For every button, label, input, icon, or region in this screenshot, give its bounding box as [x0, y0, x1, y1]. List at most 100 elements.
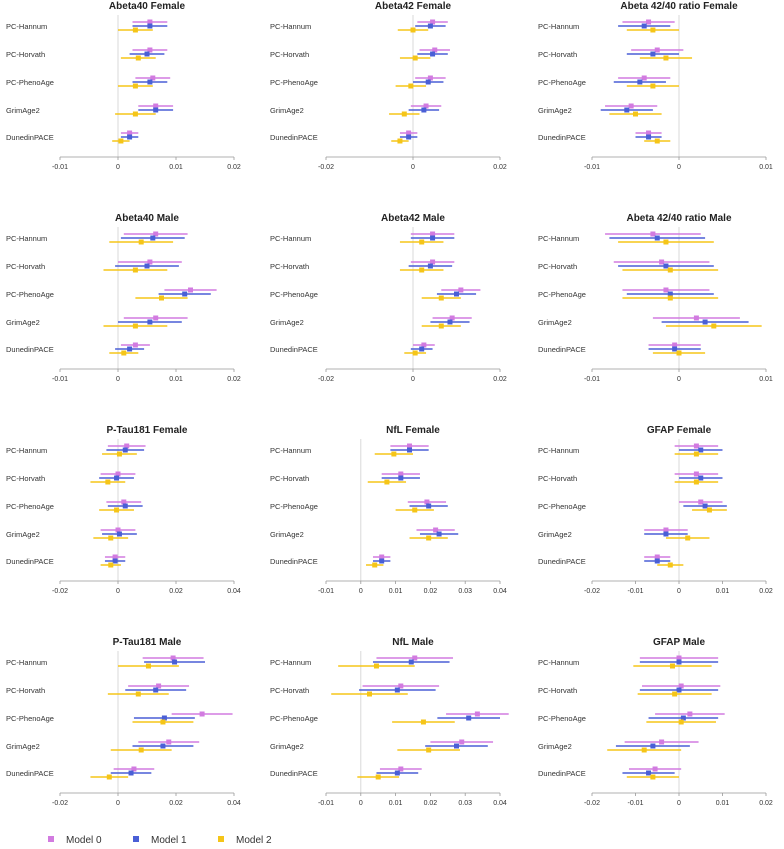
estimate-point — [406, 134, 412, 140]
estimate-point — [147, 79, 153, 85]
clock-label: PC-Horvath — [270, 474, 309, 483]
legend-swatch-model-2 — [218, 836, 224, 843]
forest-plot-grid: Abeta40 Female -0.01 0 0.01 0.02 PC-Hannum PC-… — [6, 1, 773, 807]
estimate-point — [132, 27, 138, 33]
estimate-point — [132, 342, 138, 348]
estimate-point — [430, 19, 436, 25]
estimate-point — [379, 554, 385, 560]
estimate-point — [421, 342, 427, 348]
estimate-point — [427, 23, 433, 29]
estimate-point — [401, 111, 407, 117]
x-tick-label: 0.01 — [169, 376, 183, 383]
clock-label: DunedinPACE — [538, 133, 586, 142]
clock-label: PC-Horvath — [538, 686, 577, 695]
x-tick-label: 0.01 — [389, 588, 403, 595]
x-tick-label: -0.01 — [584, 376, 600, 383]
estimate-point — [398, 475, 404, 481]
estimate-point — [132, 267, 138, 273]
estimate-point — [108, 535, 114, 541]
estimate-point — [646, 19, 652, 25]
estimate-point — [398, 766, 404, 772]
clock-label: GrimAge2 — [6, 106, 40, 115]
estimate-point — [711, 323, 717, 329]
estimate-point — [105, 479, 111, 485]
estimate-point — [150, 235, 156, 241]
estimate-point — [132, 111, 138, 117]
estimate-point — [147, 319, 153, 325]
estimate-point — [667, 267, 673, 273]
estimate-point — [432, 47, 438, 53]
estimate-point — [118, 138, 124, 144]
panel-9: P-Tau181 Male -0.02 0 0.02 0.04 PC-Hannum PC-H… — [6, 637, 241, 807]
estimate-point — [394, 770, 400, 776]
x-tick-label: 0 — [677, 588, 681, 595]
x-tick-label: 0.04 — [227, 588, 241, 595]
x-tick-label: 0.02 — [227, 376, 241, 383]
x-tick-label: -0.01 — [52, 376, 68, 383]
estimate-point — [373, 663, 379, 669]
estimate-point — [430, 231, 436, 237]
clock-label: PC-Hannum — [270, 446, 311, 455]
estimate-point — [663, 55, 669, 61]
estimate-point — [650, 51, 656, 57]
clock-label: DunedinPACE — [538, 557, 586, 566]
legend-item-model-1: Model 1 — [133, 835, 187, 847]
estimate-point — [412, 350, 418, 356]
estimate-point — [394, 687, 400, 693]
estimate-point — [412, 507, 418, 513]
estimate-point — [410, 27, 416, 33]
x-tick-label: 0.03 — [458, 800, 472, 807]
estimate-point — [672, 346, 678, 352]
clock-label: GrimAge2 — [6, 530, 40, 539]
estimate-point — [641, 747, 647, 753]
estimate-point — [654, 558, 660, 564]
estimate-point — [131, 766, 137, 772]
estimate-point — [698, 447, 704, 453]
legend-label-model-2: Model 2 — [236, 835, 272, 846]
estimate-point — [667, 295, 673, 301]
estimate-point — [121, 499, 127, 505]
estimate-point — [702, 503, 708, 509]
estimate-point — [663, 531, 669, 537]
estimate-point — [160, 719, 166, 725]
estimate-point — [458, 287, 464, 293]
estimate-point — [438, 295, 444, 301]
legend-item-model-2: Model 2 — [218, 835, 272, 847]
clock-label: PC-PhenoAge — [270, 78, 318, 87]
panel-title: P-Tau181 Male — [113, 637, 182, 648]
x-tick-label: 0 — [411, 376, 415, 383]
estimate-point — [659, 739, 665, 745]
legend: Model 0 Model 1 Model 2 — [0, 835, 784, 849]
estimate-point — [430, 51, 436, 57]
clock-label: PC-PhenoAge — [270, 502, 318, 511]
panel-title: P-Tau181 Female — [107, 425, 188, 436]
estimate-point — [654, 138, 660, 144]
estimate-point — [663, 527, 669, 533]
panel-7: NfL Female -0.01 0 0.01 0.02 0.03 0.04 PC-Hannu… — [270, 425, 507, 595]
clock-label: DunedinPACE — [6, 769, 54, 778]
estimate-point — [147, 259, 153, 265]
clock-label: DunedinPACE — [270, 345, 318, 354]
estimate-point — [650, 231, 656, 237]
estimate-point — [397, 138, 403, 144]
x-tick-label: 0.01 — [759, 164, 773, 171]
legend-label-model-1: Model 1 — [151, 835, 187, 846]
estimate-point — [122, 447, 128, 453]
x-tick-label: -0.01 — [628, 800, 644, 807]
estimate-point — [116, 531, 122, 537]
estimate-point — [114, 475, 120, 481]
estimate-point — [372, 562, 378, 568]
panel-0: Abeta40 Female -0.01 0 0.01 0.02 PC-Hannum PC-… — [6, 1, 241, 171]
estimate-point — [408, 83, 414, 89]
estimate-point — [135, 691, 141, 697]
estimate-point — [384, 479, 390, 485]
clock-label: DunedinPACE — [538, 769, 586, 778]
estimate-point — [650, 774, 656, 780]
estimate-point — [138, 747, 144, 753]
panel-5: Abeta 42/40 ratio Male -0.01 0 0.01 PC-Hannu… — [538, 213, 773, 383]
clock-label: GrimAge2 — [6, 318, 40, 327]
x-tick-label: 0.01 — [716, 588, 730, 595]
clock-label: PC-PhenoAge — [538, 78, 586, 87]
estimate-point — [663, 239, 669, 245]
panel-8: GFAP Female -0.02 -0.01 0 0.01 0.02 PC-Hannum P… — [538, 425, 773, 595]
